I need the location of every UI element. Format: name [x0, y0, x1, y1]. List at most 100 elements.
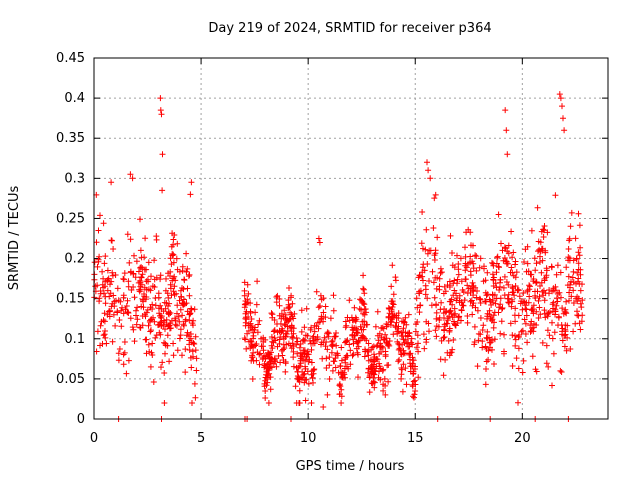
- data-point: [382, 331, 389, 338]
- data-point: [187, 191, 194, 198]
- data-point: [483, 292, 490, 299]
- data-points: [91, 91, 586, 422]
- data-point: [399, 388, 406, 395]
- data-point: [432, 247, 439, 254]
- data-point: [295, 374, 302, 381]
- data-point: [430, 225, 437, 231]
- data-point: [492, 300, 499, 307]
- data-point: [359, 298, 366, 305]
- data-point: [416, 309, 423, 316]
- data-point: [483, 346, 490, 352]
- data-point: [346, 297, 353, 304]
- data-point: [433, 309, 440, 316]
- data-point: [377, 376, 384, 383]
- data-point: [462, 260, 469, 267]
- data-point: [538, 269, 545, 276]
- data-point: [509, 332, 516, 339]
- data-point: [338, 357, 345, 364]
- data-point: [563, 264, 570, 271]
- data-point: [464, 319, 471, 326]
- data-point: [286, 304, 293, 311]
- data-point: [131, 252, 137, 259]
- data-point: [431, 195, 438, 202]
- data-point: [127, 171, 134, 178]
- data-point: [121, 270, 128, 277]
- data-point: [162, 326, 168, 333]
- data-point: [173, 255, 180, 262]
- data-point: [549, 288, 556, 295]
- data-point: [433, 315, 440, 322]
- data-point: [328, 349, 335, 356]
- data-point: [440, 372, 447, 379]
- data-point: [250, 349, 257, 356]
- data-point: [427, 175, 434, 182]
- data-point: [323, 365, 330, 371]
- data-point: [487, 339, 494, 346]
- x-tick-label: 20: [514, 431, 531, 446]
- data-point: [449, 314, 456, 321]
- data-point: [380, 325, 387, 332]
- data-point: [454, 252, 460, 259]
- data-point: [577, 271, 584, 278]
- data-point: [165, 323, 171, 330]
- data-point: [469, 283, 475, 290]
- data-point: [188, 179, 195, 186]
- data-point: [420, 277, 426, 284]
- data-point: [148, 349, 155, 356]
- data-point: [484, 315, 490, 322]
- data-point: [94, 282, 101, 289]
- data-point: [574, 298, 581, 305]
- data-point: [246, 338, 252, 345]
- data-point: [546, 332, 553, 339]
- data-point: [390, 301, 397, 308]
- data-point: [313, 288, 320, 295]
- data-point: [369, 344, 376, 351]
- data-point: [541, 277, 548, 284]
- data-point: [566, 235, 573, 242]
- data-point: [298, 353, 305, 360]
- data-point: [394, 325, 401, 332]
- data-point: [536, 246, 543, 253]
- data-point: [349, 352, 356, 359]
- data-point: [252, 309, 259, 316]
- data-point: [360, 285, 367, 292]
- data-point: [537, 239, 544, 246]
- data-point: [96, 253, 103, 260]
- data-point: [501, 273, 508, 280]
- data-point: [413, 344, 420, 351]
- data-point: [395, 358, 402, 365]
- data-point: [537, 283, 543, 289]
- data-point: [286, 316, 293, 323]
- data-point: [482, 277, 489, 284]
- data-point: [324, 391, 331, 398]
- data-point: [245, 290, 252, 297]
- data-point: [273, 299, 280, 306]
- data-point: [470, 292, 477, 299]
- data-point: [502, 245, 509, 252]
- data-point: [405, 343, 412, 350]
- data-point: [461, 297, 468, 304]
- data-point: [355, 374, 361, 381]
- data-point: [563, 298, 570, 305]
- data-point: [494, 254, 501, 261]
- data-point: [308, 400, 315, 406]
- data-point: [524, 339, 531, 346]
- data-point: [388, 283, 395, 290]
- data-point: [492, 280, 499, 287]
- data-point: [549, 319, 555, 326]
- data-point: [433, 333, 440, 340]
- data-point: [144, 306, 151, 313]
- data-point: [410, 370, 417, 377]
- data-point: [157, 276, 164, 283]
- data-point: [575, 210, 582, 217]
- data-point: [465, 285, 472, 292]
- data-point: [509, 363, 516, 369]
- data-point: [534, 204, 541, 211]
- data-point: [158, 306, 165, 312]
- data-point: [531, 255, 538, 262]
- data-point: [320, 309, 327, 316]
- data-point: [426, 247, 433, 254]
- data-point: [449, 301, 456, 308]
- data-point: [126, 259, 133, 266]
- data-point: [282, 368, 289, 375]
